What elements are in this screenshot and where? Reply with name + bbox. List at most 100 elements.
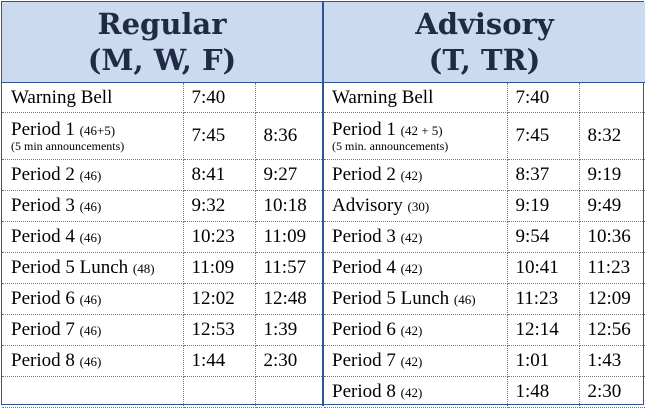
start-time: 7:40 xyxy=(183,83,256,113)
period-name: Warning Bell xyxy=(11,86,113,108)
regular-table: Warning Bell 7:40 Period 1 (46+5) (5 min an… xyxy=(2,83,322,408)
period-name: Period 3 xyxy=(332,225,396,247)
period-name: Period 8 xyxy=(11,349,75,371)
table-row: Period 5 Lunch (46) 11:23 12:09 xyxy=(324,283,645,315)
end-time: 10:36 xyxy=(579,221,645,253)
period-name-cell: Period 5 Lunch (48) xyxy=(2,252,184,284)
period-name: Period 4 xyxy=(11,225,75,247)
period-minutes: (46+5) xyxy=(79,123,116,138)
period-minutes: (42) xyxy=(400,353,423,369)
start-time: 1:44 xyxy=(183,345,256,377)
period-name-cell: Period 3 (46) xyxy=(2,190,184,222)
table-row: Period 1 (46+5) (5 min announcements) 7:45… xyxy=(2,112,322,160)
table-row xyxy=(2,376,322,408)
table-row: Period 6 (42) 12:14 12:56 xyxy=(324,314,645,346)
period-name-cell: Period 3 (42) xyxy=(324,221,508,253)
period-minutes: (46) xyxy=(79,322,102,338)
table-row: Period 8 (42) 1:48 2:30 xyxy=(324,376,645,408)
period-name-cell: Warning Bell xyxy=(324,83,508,113)
period-name: Period 3 xyxy=(11,194,75,216)
table-row: Period 3 (46) 9:32 10:18 xyxy=(2,190,322,222)
start-time: 1:48 xyxy=(507,376,580,408)
period-name-cell xyxy=(2,376,184,408)
end-time: 11:23 xyxy=(579,252,645,284)
table-row: Period 4 (46) 10:23 11:09 xyxy=(2,221,322,253)
period-name-cell: Period 7 (46) xyxy=(2,314,184,346)
start-time: 12:14 xyxy=(507,314,580,346)
start-time: 7:45 xyxy=(507,112,580,160)
start-time: 9:54 xyxy=(507,221,580,253)
start-time: 11:09 xyxy=(183,252,256,284)
table-row: Advisory (30) 9:19 9:49 xyxy=(324,190,645,222)
period-name: Period 4 xyxy=(332,256,396,278)
period-minutes: (42) xyxy=(400,167,423,183)
period-name-cell: Period 1 (46+5) (5 min announcements) xyxy=(2,112,184,160)
period-minutes: (46) xyxy=(79,291,102,307)
start-time: 9:32 xyxy=(183,190,256,222)
end-time: 11:09 xyxy=(255,221,322,253)
start-time xyxy=(183,376,256,408)
end-time: 1:39 xyxy=(255,314,322,346)
advisory-schedule: Advisory (T, TR) Warning Bell 7:40 Period … xyxy=(324,2,645,408)
advisory-title: Advisory xyxy=(415,7,554,41)
period-minutes: (46) xyxy=(453,291,476,307)
period-minutes: (42) xyxy=(400,229,423,245)
regular-header: Regular (M, W, F) xyxy=(2,2,322,83)
end-time: 9:49 xyxy=(579,190,645,222)
period-name: Period 7 xyxy=(11,318,75,340)
regular-schedule: Regular (M, W, F) Warning Bell 7:40 Period… xyxy=(2,2,324,408)
end-time xyxy=(255,376,322,408)
period-minutes: (30) xyxy=(407,198,430,214)
period-minutes: (46) xyxy=(79,229,102,245)
period-name-cell: Period 8 (46) xyxy=(2,345,184,377)
end-time: 8:32 xyxy=(579,112,645,160)
period-name: Period 5 Lunch xyxy=(11,256,129,278)
period-name-cell: Period 4 (42) xyxy=(324,252,508,284)
period-name-cell: Period 4 (46) xyxy=(2,221,184,253)
start-time: 12:02 xyxy=(183,283,256,315)
advisory-header: Advisory (T, TR) xyxy=(324,2,645,83)
period-name: Period 1 xyxy=(11,119,75,140)
table-row: Period 8 (46) 1:44 2:30 xyxy=(2,345,322,377)
regular-days: (M, W, F) xyxy=(87,43,237,77)
period-name: Period 2 xyxy=(11,163,75,185)
advisory-days: (T, TR) xyxy=(428,43,541,77)
end-time: 11:57 xyxy=(255,252,322,284)
end-time xyxy=(579,83,645,113)
period-name: Warning Bell xyxy=(332,86,434,108)
period-name-cell: Period 6 (46) xyxy=(2,283,184,315)
period-minutes: (42) xyxy=(400,322,423,338)
start-time: 9:19 xyxy=(507,190,580,222)
table-row: Period 2 (46) 8:41 9:27 xyxy=(2,159,322,191)
start-time: 1:01 xyxy=(507,345,580,377)
period-name-cell: Period 1 (42 + 5) (5 min. announcements) xyxy=(324,112,508,160)
period-name-cell: Period 7 (42) xyxy=(324,345,508,377)
advisory-table: Warning Bell 7:40 Period 1 (42 + 5) (5 min.… xyxy=(324,83,645,408)
period-minutes: (46) xyxy=(79,198,102,214)
period-name: Period 5 Lunch xyxy=(332,287,450,309)
period-name: Period 7 xyxy=(332,349,396,371)
period-name-cell: Period 6 (42) xyxy=(324,314,508,346)
period-note: (5 min announcements) xyxy=(11,139,125,153)
table-row: Warning Bell 7:40 xyxy=(324,83,645,113)
period-minutes: (42) xyxy=(400,260,423,276)
end-time: 8:36 xyxy=(255,112,322,160)
start-time: 7:45 xyxy=(183,112,256,160)
start-time: 7:40 xyxy=(507,83,580,113)
end-time: 1:43 xyxy=(579,345,645,377)
period-name-cell: Period 2 (42) xyxy=(324,159,508,191)
period-minutes: (48) xyxy=(132,260,155,276)
end-time: 12:48 xyxy=(255,283,322,315)
start-time: 12:53 xyxy=(183,314,256,346)
period-name: Period 1 xyxy=(332,119,396,140)
table-row: Period 3 (42) 9:54 10:36 xyxy=(324,221,645,253)
period-name-cell: Period 5 Lunch (46) xyxy=(324,283,508,315)
period-name-cell: Period 8 (42) xyxy=(324,376,508,408)
period-minutes: (42 + 5) xyxy=(400,123,443,138)
period-note: (5 min. announcements) xyxy=(332,139,449,153)
end-time: 2:30 xyxy=(579,376,645,408)
table-row: Period 6 (46) 12:02 12:48 xyxy=(2,283,322,315)
period-name: Period 6 xyxy=(11,287,75,309)
period-name-cell: Warning Bell xyxy=(2,83,184,113)
